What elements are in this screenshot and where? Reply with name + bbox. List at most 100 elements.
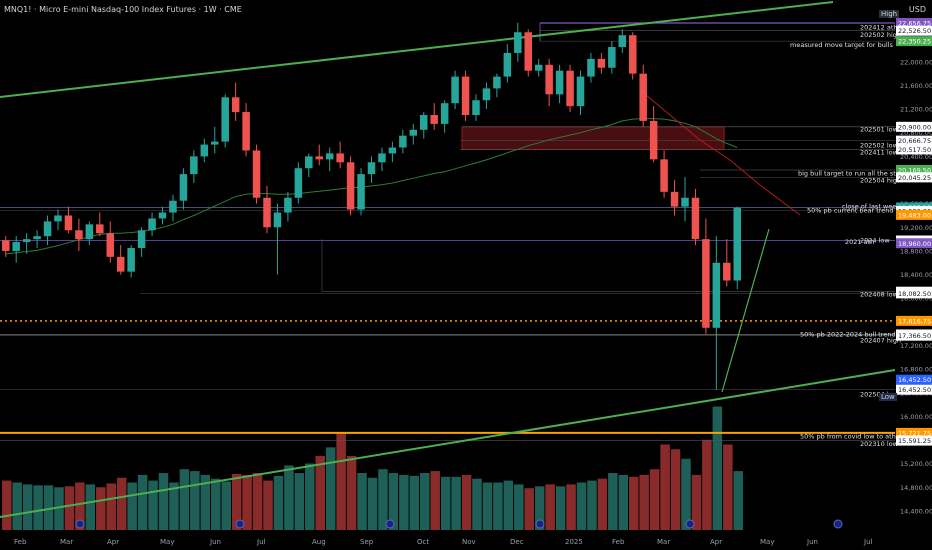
x-tick-label: Apr [710,538,722,546]
high-badge: High [879,10,900,18]
candle [597,52,606,74]
candle-body [702,239,710,328]
volume-bar [723,444,733,530]
candle [273,203,282,275]
candle [388,141,397,163]
candle-body [179,174,188,201]
candle-body [555,70,564,95]
candle-body [106,233,114,257]
volume-bar [670,449,681,530]
currency-label[interactable]: USD [908,5,926,14]
candle-body [273,212,282,228]
candle [723,239,731,287]
candle [116,245,125,275]
volume-bar [54,487,64,530]
candle-body [263,197,271,228]
volume-bar [545,484,555,530]
volume-bar [691,474,702,530]
volume-bar [357,473,367,530]
price-tag [896,384,932,395]
volume-bar [367,477,378,530]
y-tick-label: 16,000.00 [900,413,932,421]
candle [681,177,689,222]
candle-body [430,115,438,124]
candle [534,58,543,77]
volume-bar [231,473,242,530]
volume-bar [137,474,148,530]
volume-bar [325,447,336,530]
event-marker-icon [235,519,245,529]
price-tag [896,25,932,36]
volume-bar [503,480,514,530]
price-tag [896,144,932,155]
candle-body [566,70,574,107]
moving-average-red-line [639,89,801,216]
volume-bar [200,474,211,530]
volume-bar [566,484,576,530]
candle [96,212,104,237]
y-tick-label: 14,800.00 [900,484,932,492]
volume-bar [493,482,503,530]
price-tag [896,330,932,341]
candle [294,162,303,204]
volume-bar [43,485,54,530]
volume-bar [85,484,96,530]
candle [54,209,62,231]
candle [608,41,616,74]
x-tick-label: May [760,538,774,546]
candle-body [493,76,501,89]
candle-body [733,207,741,281]
event-marker-icon [535,519,545,529]
annotation-label: big bull target to run all the stops [798,169,908,177]
x-tick-label: Jun [209,538,221,546]
candle-body [618,35,627,48]
candle-body [137,230,146,248]
x-tick-label: 2025 [565,538,583,546]
volume-bar [148,480,158,530]
price-tag-label: 20,045.25 [898,174,931,182]
candle-body [576,76,585,107]
candle-body [211,141,219,145]
annotation-label: 50% pb from covid low to ath [800,432,896,440]
x-tick-label: Jun [806,538,818,546]
volume-bar [618,474,629,530]
volume-bar [430,471,440,530]
event-marker-icon [685,519,695,529]
volume-bar [608,473,618,530]
y-tick-label: 17,200.00 [900,342,932,350]
volume-bar [346,455,357,530]
candle-body [305,156,313,169]
y-tick-label: 21,600.00 [900,82,932,90]
volume-bar [22,484,33,530]
volume-bar [399,474,409,530]
micro-trendline [721,228,770,393]
candle [660,150,668,198]
x-tick-label: Jul [863,538,873,546]
candle-body [649,120,658,160]
price-tag-label: 15,591.25 [898,437,931,445]
volume-bar [587,480,597,530]
volume-bar [639,474,649,530]
price-tag-label: 17,616.75 [898,317,931,325]
candle-body [96,224,104,234]
candle-body [190,156,198,175]
price-tag [896,435,932,446]
candle-body [587,58,595,77]
candle [179,168,188,210]
volume-bar [12,482,22,530]
x-tick-label: Mar [657,538,670,546]
candle [503,44,512,83]
volume-bar [576,482,587,530]
volume-bar [440,476,451,530]
volume-bar [116,477,127,530]
candle [127,245,135,278]
volume-bar [2,480,12,530]
candle-body [545,64,553,95]
volume-bar [96,487,106,530]
price-tag [896,135,932,146]
x-tick-label: Feb [612,538,625,546]
annotation-label: 2024 low [860,237,890,245]
candle [75,218,83,251]
candle [514,22,522,62]
